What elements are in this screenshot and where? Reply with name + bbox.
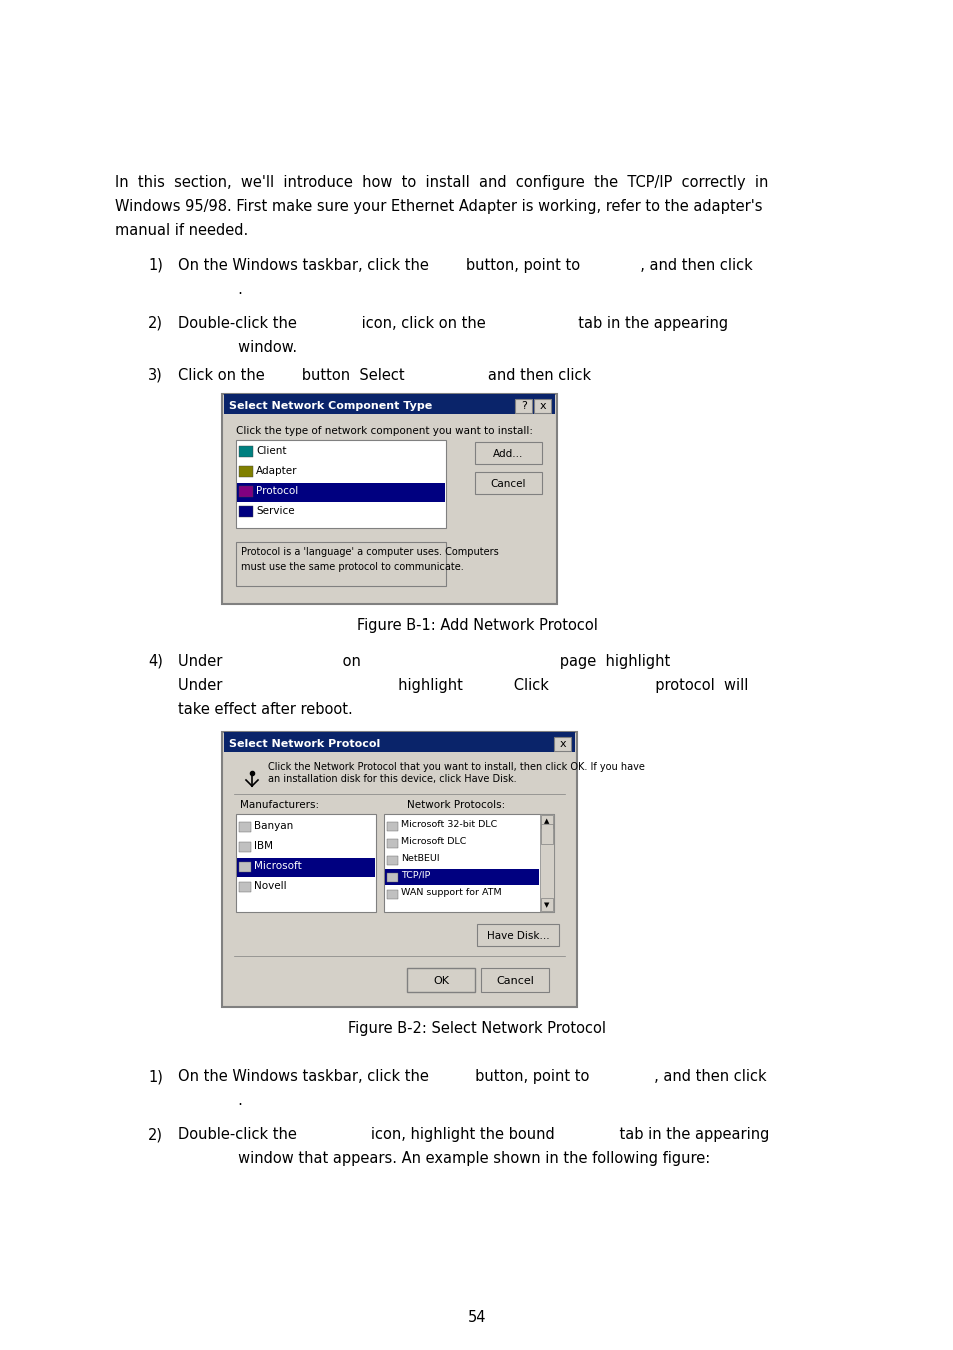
Text: must use the same protocol to communicate.: must use the same protocol to communicat… xyxy=(241,562,463,572)
Bar xyxy=(239,842,251,852)
Text: Microsoft: Microsoft xyxy=(253,861,301,871)
Text: manual if needed.: manual if needed. xyxy=(115,223,248,238)
Bar xyxy=(222,732,577,1007)
Text: Protocol is a 'language' a computer uses. Computers: Protocol is a 'language' a computer uses… xyxy=(241,547,498,558)
Bar xyxy=(239,486,253,497)
Text: ?: ? xyxy=(520,401,526,410)
Bar xyxy=(235,814,375,913)
Bar xyxy=(384,814,554,913)
Bar xyxy=(407,968,475,992)
Text: ▲: ▲ xyxy=(544,818,549,824)
Text: Microsoft DLC: Microsoft DLC xyxy=(400,837,466,846)
Text: Click the type of network component you want to install:: Click the type of network component you … xyxy=(235,427,533,436)
Text: In  this  section,  we'll  introduce  how  to  install  and  configure  the  TCP: In this section, we'll introduce how to … xyxy=(115,176,767,190)
Text: 1): 1) xyxy=(148,258,163,273)
Bar xyxy=(222,394,557,603)
Text: 4): 4) xyxy=(148,653,163,670)
Bar xyxy=(239,822,251,832)
Text: IBM: IBM xyxy=(253,841,273,850)
Bar xyxy=(539,814,554,913)
Bar xyxy=(239,466,253,477)
Bar xyxy=(387,856,397,865)
Text: Double-click the              icon, click on the                    tab in the a: Double-click the icon, click on the tab … xyxy=(178,316,727,331)
Text: Click on the        button  Select                  and then click: Click on the button Select and then clic… xyxy=(178,369,591,383)
Bar xyxy=(387,838,397,848)
Text: Client: Client xyxy=(255,446,286,456)
Bar xyxy=(235,440,446,528)
Text: 54: 54 xyxy=(467,1310,486,1324)
Bar xyxy=(540,824,553,844)
Bar xyxy=(476,923,558,946)
Bar xyxy=(239,863,251,872)
Bar xyxy=(236,483,444,502)
Text: WAN support for ATM: WAN support for ATM xyxy=(400,888,501,896)
Text: an installation disk for this device, click Have Disk.: an installation disk for this device, cl… xyxy=(268,774,517,784)
Bar xyxy=(239,446,253,458)
Text: 1): 1) xyxy=(148,1069,163,1084)
Bar xyxy=(475,472,541,494)
Text: Banyan: Banyan xyxy=(253,821,293,832)
Text: x: x xyxy=(539,401,546,410)
Text: 2): 2) xyxy=(148,316,163,331)
Text: Cancel: Cancel xyxy=(496,976,534,986)
Text: .: . xyxy=(178,282,243,297)
Text: Windows 95/98. First make sure your Ethernet Adapter is working, refer to the ad: Windows 95/98. First make sure your Ethe… xyxy=(115,198,761,215)
Text: Cancel: Cancel xyxy=(490,479,526,489)
Text: x: x xyxy=(559,738,566,749)
Bar xyxy=(236,859,375,878)
Bar xyxy=(239,506,253,517)
Text: window.: window. xyxy=(178,340,296,355)
Text: TCP/IP: TCP/IP xyxy=(400,871,430,880)
Text: Click the Network Protocol that you want to install, then click OK. If you have: Click the Network Protocol that you want… xyxy=(268,761,644,772)
Bar xyxy=(515,400,532,413)
Text: Protocol: Protocol xyxy=(255,486,298,495)
Bar xyxy=(387,873,397,882)
Text: 2): 2) xyxy=(148,1127,163,1142)
Text: Manufacturers:: Manufacturers: xyxy=(240,801,319,810)
Bar xyxy=(387,890,397,899)
Text: window that appears. An example shown in the following figure:: window that appears. An example shown in… xyxy=(178,1152,709,1166)
Text: Novell: Novell xyxy=(253,882,286,891)
Bar xyxy=(387,822,397,832)
Text: Have Disk...: Have Disk... xyxy=(486,931,549,941)
Text: Add...: Add... xyxy=(493,450,523,459)
Bar xyxy=(540,815,553,828)
Bar xyxy=(534,400,551,413)
Text: NetBEUI: NetBEUI xyxy=(400,855,439,863)
Text: Network Protocols:: Network Protocols: xyxy=(407,801,505,810)
Bar xyxy=(224,394,555,414)
Text: Select Network Component Type: Select Network Component Type xyxy=(229,401,432,410)
Text: 3): 3) xyxy=(148,369,163,383)
Bar xyxy=(480,968,548,992)
Text: Adapter: Adapter xyxy=(255,466,297,477)
Text: take effect after reboot.: take effect after reboot. xyxy=(178,702,353,717)
Bar xyxy=(475,441,541,464)
Text: .: . xyxy=(178,1094,243,1108)
Text: Select Network Protocol: Select Network Protocol xyxy=(229,738,380,749)
Text: Figure B-1: Add Network Protocol: Figure B-1: Add Network Protocol xyxy=(356,618,597,633)
Bar xyxy=(385,869,538,886)
Text: Under                                      highlight           Click            : Under highlight Click xyxy=(178,678,747,693)
Text: On the Windows taskbar, click the        button, point to             , and then: On the Windows taskbar, click the button… xyxy=(178,258,752,273)
Text: On the Windows taskbar, click the          button, point to              , and t: On the Windows taskbar, click the button… xyxy=(178,1069,766,1084)
Text: Figure B-2: Select Network Protocol: Figure B-2: Select Network Protocol xyxy=(348,1021,605,1035)
Bar xyxy=(554,737,571,751)
Text: ▼: ▼ xyxy=(544,902,549,909)
Bar xyxy=(235,541,446,586)
Text: Microsoft 32-bit DLC: Microsoft 32-bit DLC xyxy=(400,819,497,829)
Text: OK: OK xyxy=(433,976,449,986)
Bar xyxy=(239,882,251,892)
Text: Under                          on                                           page: Under on page xyxy=(178,653,670,670)
Bar xyxy=(540,898,553,911)
Bar xyxy=(224,732,575,752)
Text: Service: Service xyxy=(255,506,294,516)
Text: Double-click the                icon, highlight the bound              tab in th: Double-click the icon, highlight the bou… xyxy=(178,1127,768,1142)
